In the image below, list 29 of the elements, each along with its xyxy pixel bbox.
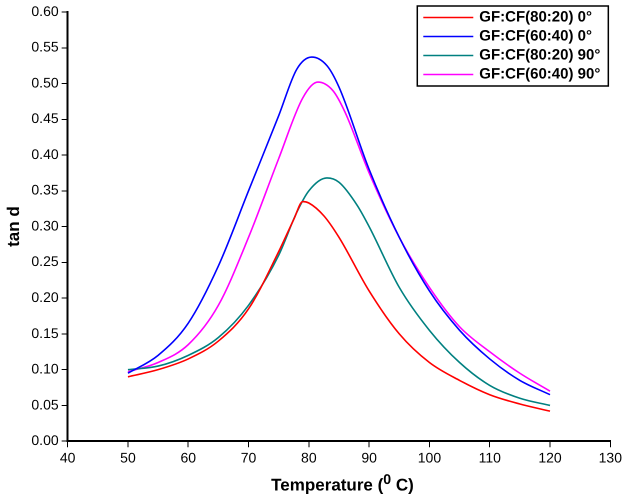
x-tick-label: 40 (60, 449, 76, 466)
x-tick-label: 70 (240, 449, 257, 466)
y-tick-label: 0.10 (31, 360, 59, 377)
y-tick-label: 0.05 (31, 396, 59, 412)
y-axis-title: tan d (4, 206, 23, 247)
y-tick-label: 0.25 (31, 253, 59, 270)
x-tick-label: 60 (180, 449, 196, 466)
y-tick-label: 0.35 (31, 182, 59, 198)
y-tick-label: 0.40 (31, 146, 59, 162)
x-tick-label: 110 (478, 449, 502, 466)
y-tick-label: 0.55 (31, 38, 59, 55)
y-tick-label: 0.20 (31, 288, 59, 305)
x-axis-title: Temperature ($^{0}$ C) (270, 472, 415, 496)
legend-label: GF:CF(60:40) 0° (479, 28, 592, 45)
x-tick-label: 120 (538, 449, 562, 466)
legend-label: GF:CF(80:20) 0° (479, 8, 592, 26)
y-tick-label: 0.45 (31, 110, 59, 126)
x-tick-label: 130 (598, 449, 622, 466)
x-tick-label: 90 (361, 449, 378, 466)
x-tick-label: 100 (418, 449, 442, 466)
legend-label: GF:CF(60:40) 90° (479, 66, 600, 83)
y-tick-label: 0.30 (31, 217, 59, 234)
y-tick-label: 0.00 (31, 432, 59, 448)
y-tick-label: 0.15 (31, 324, 59, 341)
y-tick-label: 0.60 (31, 2, 59, 19)
y-tick-label: 0.50 (31, 74, 59, 90)
x-tick-label: 50 (120, 449, 136, 466)
x-tick-label: 80 (301, 449, 317, 466)
legend-label: GF:CF(80:20) 90° (479, 46, 600, 64)
